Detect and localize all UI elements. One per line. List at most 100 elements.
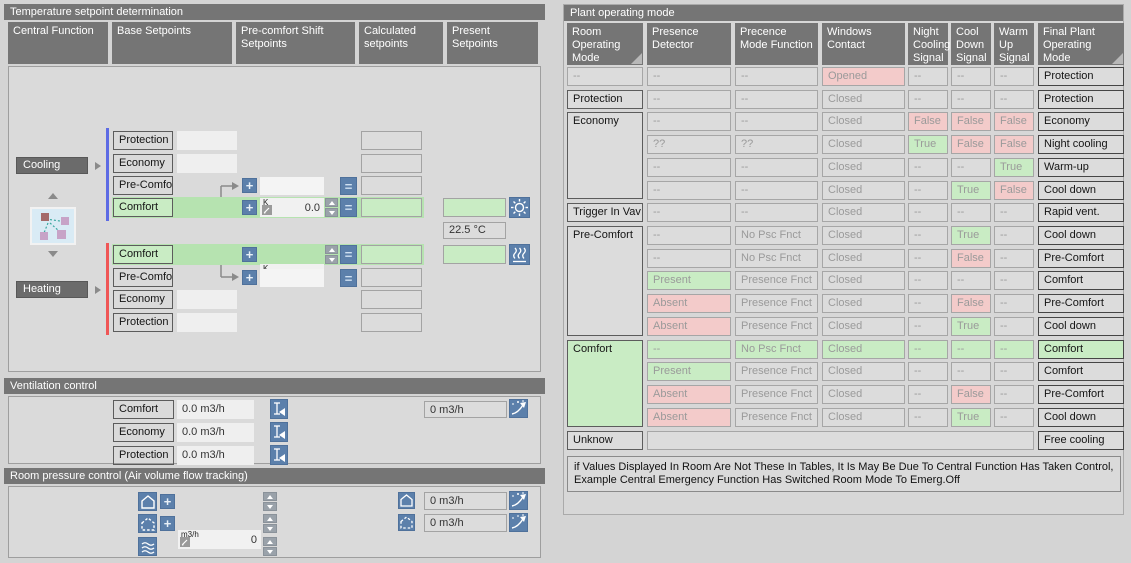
spinner-up-icon[interactable] — [325, 245, 338, 254]
ventilation-section-title: Ventilation control — [4, 378, 545, 394]
spinner-down-icon[interactable] — [325, 255, 338, 264]
heating-shift-add-button[interactable]: + — [242, 270, 257, 285]
spinner-down-icon[interactable] — [263, 547, 277, 556]
ventilation-protection-value[interactable]: 0.0 m3/h — [177, 446, 254, 465]
cooling-economy-label[interactable]: Economy — [113, 154, 173, 173]
table-cell: -- — [908, 67, 948, 86]
table-cell: -- — [908, 90, 948, 109]
final-plant-mode-cell: Rapid vent. — [1038, 203, 1124, 222]
table-cell: True — [951, 317, 991, 336]
heating-comfort-equals-button[interactable]: = — [340, 245, 357, 264]
extract-air-house-icon — [400, 516, 413, 529]
spinner-down-icon[interactable] — [325, 208, 338, 217]
ventilation-economy-setpoint-button[interactable] — [270, 422, 288, 442]
final-plant-mode-cell: Cool down — [1038, 408, 1124, 427]
extract-air-add-button[interactable]: + — [160, 516, 175, 531]
cooling-comfort-shift-input[interactable]: K 0.0 — [260, 198, 324, 217]
heating-mode-button[interactable]: Heating — [16, 281, 88, 298]
heating-precomfort-label[interactable]: Pre-Comfort — [113, 268, 173, 287]
column-header-present-setpoints: Present Setpoints — [447, 22, 538, 64]
plant-column-header: Precence Mode Function — [735, 23, 818, 65]
plant-column-header: Night Cooling Signal — [908, 23, 950, 65]
final-plant-mode-cell: Comfort — [1038, 271, 1124, 290]
ventilation-economy-value[interactable]: 0.0 m3/h — [177, 423, 254, 442]
supply-air-offset-input[interactable]: m3/h 0 — [178, 530, 261, 549]
room-operating-mode-cell: Protection — [567, 90, 643, 109]
table-cell: -- — [908, 249, 948, 268]
final-plant-mode-cell: Cool down — [1038, 226, 1124, 245]
table-cell: -- — [735, 67, 818, 86]
spinner-up-icon[interactable] — [263, 537, 277, 546]
spinner-down-icon[interactable] — [263, 502, 277, 511]
supply-air-house-icon — [140, 494, 155, 509]
heating-comfort-add-button[interactable]: + — [242, 247, 257, 262]
pressure-spinner[interactable] — [263, 537, 277, 556]
extract-air-spinner[interactable] — [263, 514, 277, 533]
heating-shift-spinner[interactable] — [325, 245, 338, 264]
table-cell: Presence Fnct — [735, 385, 818, 404]
cooling-precomfort-label[interactable]: Pre-Comfort — [113, 176, 173, 195]
table-cell: -- — [647, 340, 731, 359]
pressure-tracking-button[interactable] — [138, 537, 157, 556]
spinner-up-icon[interactable] — [325, 198, 338, 207]
table-cell: Presence Fnct — [735, 317, 818, 336]
airflow-arrow-icon — [511, 400, 526, 415]
spinner-up-icon[interactable] — [263, 514, 277, 523]
supply-air-spinner[interactable] — [263, 492, 277, 511]
heating-economy-label[interactable]: Economy — [113, 290, 173, 309]
ventilation-comfort-setpoint-button[interactable] — [270, 399, 288, 419]
supply-airflow-button[interactable] — [509, 491, 528, 510]
ventilation-comfort-value[interactable]: 0.0 m3/h — [177, 400, 254, 419]
cooling-comfort-label[interactable]: Comfort — [113, 198, 173, 217]
table-cell: True — [951, 226, 991, 245]
final-plant-mode-cell: Comfort — [1038, 362, 1124, 381]
table-cell: Absent — [647, 317, 731, 336]
ventilation-airflow-button[interactable] — [509, 399, 528, 418]
table-cell: -- — [994, 271, 1034, 290]
table-cell: -- — [647, 90, 731, 109]
heating-protection-label[interactable]: Protection — [113, 313, 173, 332]
table-cell: -- — [994, 362, 1034, 381]
cooling-comfort-equals-button[interactable]: = — [340, 198, 357, 217]
spinner-up-icon[interactable] — [263, 492, 277, 501]
table-cell: -- — [908, 340, 948, 359]
cooling-protection-base-field[interactable] — [177, 131, 237, 150]
cooling-mode-button[interactable]: Cooling — [16, 157, 88, 174]
table-cell: -- — [647, 158, 731, 177]
heating-protection-base-field[interactable] — [177, 313, 237, 332]
plant-column-header: Room Operating Mode — [567, 23, 643, 65]
ventilation-protection-setpoint-button[interactable] — [270, 445, 288, 465]
final-plant-mode-cell: Night cooling — [1038, 135, 1124, 154]
cooling-shift-equals-button[interactable]: = — [340, 177, 357, 195]
heating-shift-input[interactable] — [260, 269, 324, 287]
heating-comfort-label[interactable]: Comfort — [113, 245, 173, 264]
table-cell: Closed — [822, 181, 905, 200]
heating-economy-base-field[interactable] — [177, 290, 237, 309]
table-cell: -- — [994, 90, 1034, 109]
table-cell: -- — [951, 158, 991, 177]
table-cell: True — [951, 181, 991, 200]
room-operating-mode-cell: -- — [567, 67, 643, 86]
cooling-protection-label[interactable]: Protection — [113, 131, 173, 150]
extract-airflow-button[interactable] — [509, 513, 528, 532]
cooling-shift-spinner[interactable] — [325, 198, 338, 217]
heating-shift-equals-button[interactable]: = — [340, 269, 357, 287]
ventilation-economy-label[interactable]: Economy — [113, 423, 174, 442]
cooling-comfort-add-button[interactable]: + — [242, 200, 257, 215]
supply-air-add-button[interactable]: + — [160, 494, 175, 509]
cooling-shift-add-button[interactable]: + — [242, 178, 257, 193]
ventilation-comfort-label[interactable]: Comfort — [113, 400, 174, 419]
cooling-color-bar — [106, 128, 109, 221]
cooling-economy-base-field[interactable] — [177, 154, 237, 173]
cooling-setpoint-button[interactable] — [509, 197, 530, 218]
table-cell: Closed — [822, 112, 905, 131]
central-function-diagram-icon[interactable] — [30, 207, 76, 245]
heating-setpoint-button[interactable] — [509, 244, 530, 265]
extract-air-button[interactable] — [138, 514, 157, 533]
present-room-temperature: 22.5 °C — [443, 222, 506, 239]
cooling-shift-input[interactable] — [260, 177, 324, 195]
spinner-down-icon[interactable] — [263, 524, 277, 533]
supply-air-button[interactable] — [138, 492, 157, 511]
ventilation-protection-label[interactable]: Protection — [113, 446, 174, 465]
cooling-expand-arrow-icon — [95, 162, 101, 170]
